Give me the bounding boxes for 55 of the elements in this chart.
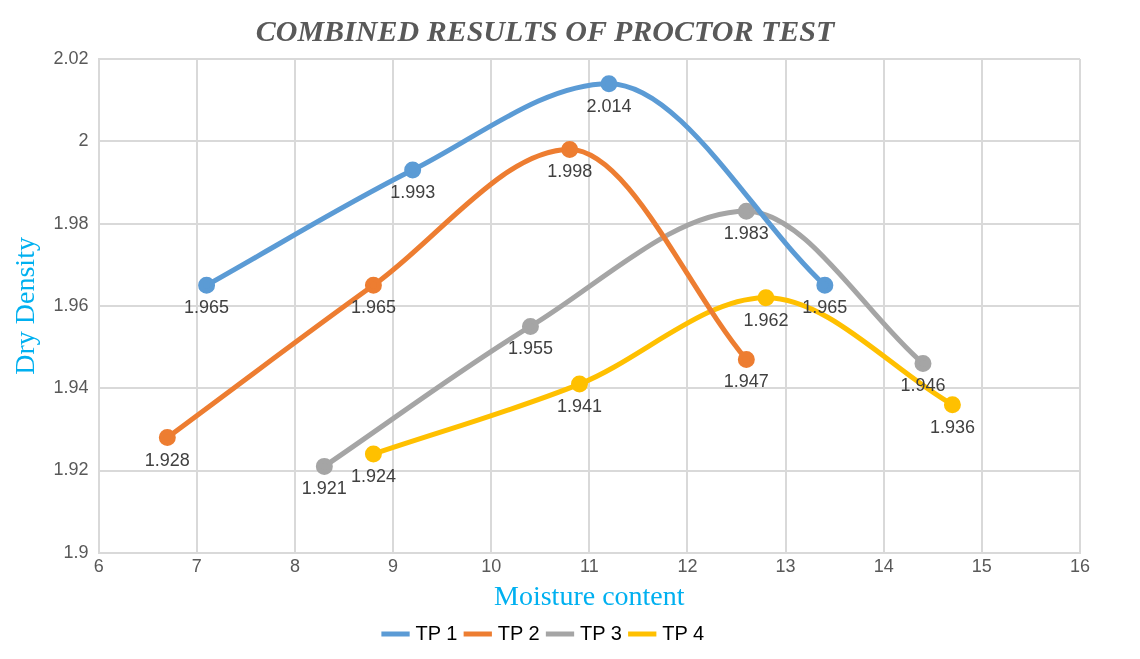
point [571,375,588,393]
y-axis-title: Dry Density [9,237,41,375]
data-label: 1.928 [144,449,190,470]
chart-title: COMBINED RESULTS OF PROCTOR TEST [255,13,836,47]
x-tick-label: 15 [971,555,992,576]
x-tick-label: 12 [677,555,698,576]
data-label: 2.014 [586,95,632,116]
y-tick-label: 1.9 [63,541,89,562]
point [757,289,775,307]
data-label: 1.993 [390,182,436,203]
y-tick-label: 1.94 [53,377,89,398]
point [816,276,834,294]
data-label: 1.947 [723,371,769,392]
x-tick-label: 11 [579,555,599,576]
x-axis-title: Moisture content [494,579,685,611]
y-tick-label: 1.92 [53,459,89,480]
point [561,141,579,159]
y-tick-label: 1.98 [53,212,89,233]
data-label: 1.965 [184,297,230,318]
x-tick-label: 14 [873,555,894,576]
data-label: 1.998 [547,161,593,182]
point [364,276,382,294]
data-label: 1.983 [723,223,769,244]
x-tick-label: 16 [1069,555,1091,576]
x-tick-label: 7 [191,555,202,576]
x-tick-label: 6 [93,555,104,576]
point [158,429,176,447]
point [600,75,618,93]
point [914,355,932,373]
legend-label: TP 2 [497,621,540,644]
x-tick-label: 8 [289,555,300,576]
legend-label: TP 1 [415,621,458,644]
point [943,396,961,414]
data-label: 1.955 [507,338,553,359]
data-label: 1.962 [743,309,789,330]
point [404,161,422,179]
x-tick-label: 10 [481,555,502,576]
y-tick-label: 1.96 [53,294,89,315]
point [521,317,539,335]
data-label: 1.924 [350,466,396,487]
point [315,457,333,475]
point [198,276,216,294]
data-label: 1.941 [556,396,603,417]
x-tick-label: 13 [775,555,796,576]
point [737,350,755,368]
y-tick-label: 2.02 [53,47,89,68]
point [364,445,382,463]
y-tick-label: 2 [78,130,89,151]
data-label: 1.965 [350,297,396,318]
x-tick-label: 9 [388,555,399,576]
data-label: 1.921 [301,478,347,499]
legend-label: TP 3 [580,621,622,644]
legend-label: TP 4 [662,621,705,644]
point [737,202,755,220]
data-label: 1.936 [929,416,975,437]
